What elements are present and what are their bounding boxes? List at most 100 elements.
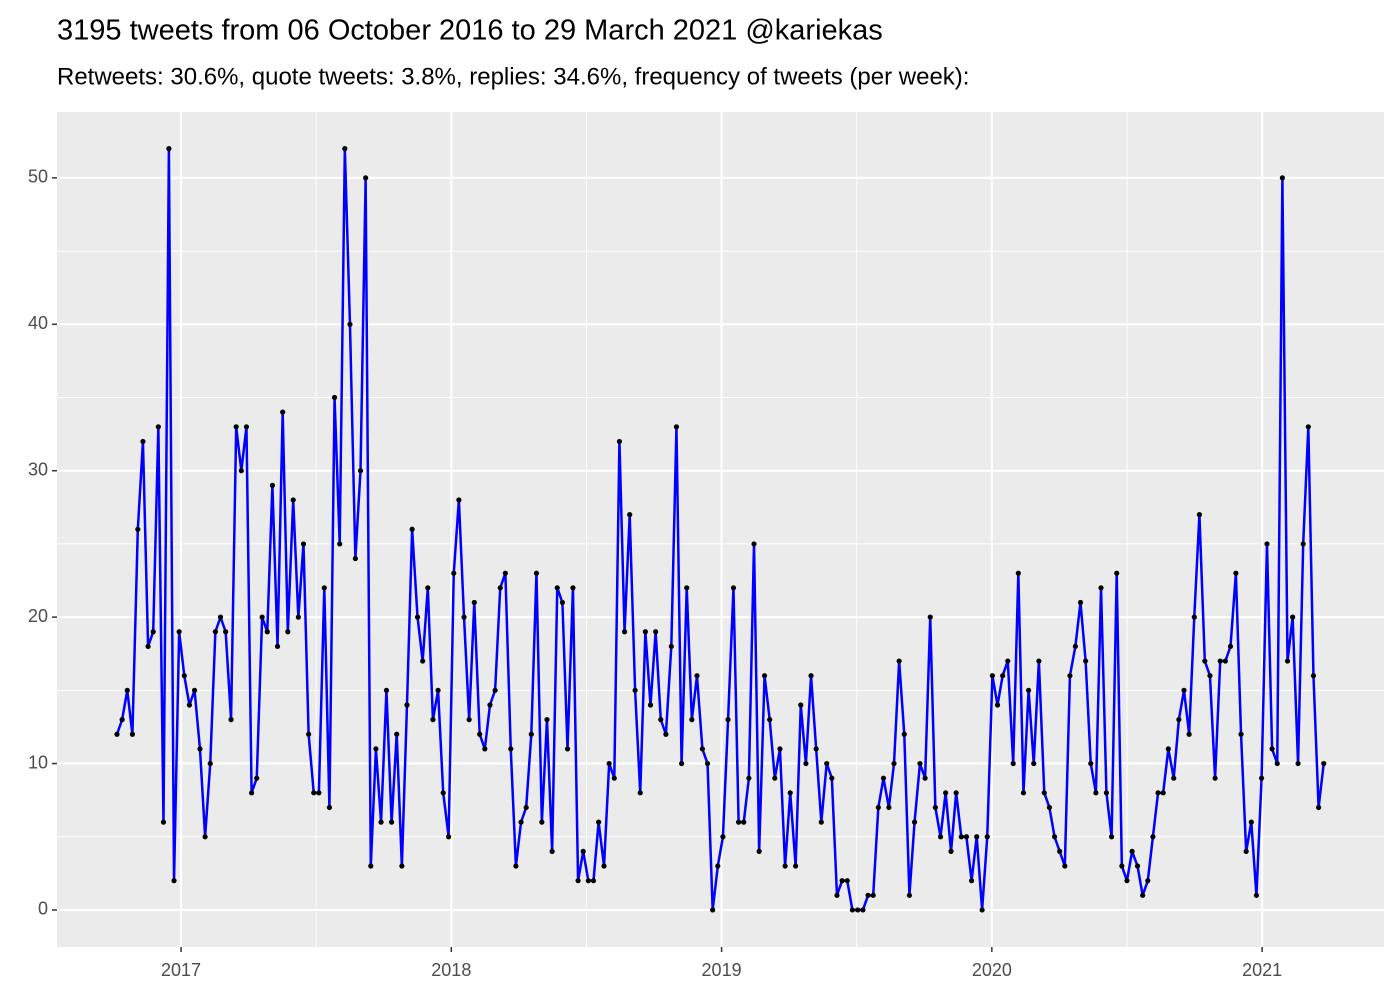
data-point	[865, 892, 871, 898]
data-point	[482, 746, 488, 752]
data-point	[730, 585, 737, 591]
data-point	[668, 643, 674, 650]
data-point	[663, 731, 669, 737]
data-point	[539, 819, 545, 825]
data-point	[508, 746, 514, 752]
data-point	[523, 804, 529, 811]
data-point	[259, 614, 265, 620]
data-point	[347, 321, 353, 327]
data-point	[420, 658, 426, 664]
data-point	[673, 424, 680, 430]
data-point	[1010, 760, 1016, 767]
data-point	[1295, 760, 1301, 767]
data-point	[767, 717, 773, 723]
data-point	[373, 746, 379, 752]
data-point	[1108, 834, 1115, 840]
x-tick-label: 2017	[161, 960, 201, 980]
data-point	[963, 834, 970, 840]
data-point	[1181, 687, 1187, 693]
data-point	[217, 614, 224, 620]
data-point	[896, 658, 902, 664]
data-point	[1191, 614, 1197, 620]
data-point	[844, 878, 850, 884]
data-point	[1264, 541, 1270, 547]
data-point	[653, 629, 659, 635]
data-point	[911, 819, 918, 825]
data-point	[1062, 863, 1068, 869]
data-point	[585, 878, 591, 884]
data-point	[191, 687, 198, 693]
data-point	[337, 541, 343, 547]
data-point	[720, 834, 726, 840]
data-point	[394, 731, 400, 737]
data-point	[917, 760, 923, 767]
data-point	[1083, 658, 1089, 664]
data-point	[570, 585, 576, 591]
data-point	[606, 760, 612, 767]
data-point	[487, 702, 493, 708]
data-point	[658, 717, 664, 723]
data-point	[684, 585, 690, 591]
data-point	[425, 585, 431, 591]
data-point	[704, 760, 711, 767]
data-point	[1067, 673, 1073, 679]
data-point	[1212, 775, 1218, 781]
data-point	[1217, 658, 1223, 664]
data-point	[886, 804, 892, 811]
data-point	[155, 424, 161, 430]
data-point	[642, 629, 648, 635]
data-point	[1310, 673, 1317, 679]
data-point	[1046, 804, 1053, 811]
data-point	[678, 760, 685, 767]
data-point	[559, 599, 565, 606]
data-point	[285, 629, 291, 635]
data-point	[274, 643, 281, 650]
data-point	[435, 687, 441, 693]
data-point	[855, 907, 861, 913]
data-point	[342, 146, 348, 152]
data-point	[326, 804, 333, 811]
chart-subtitle: Retweets: 30.6%, quote tweets: 3.8%, rep…	[57, 63, 969, 90]
data-point	[1305, 424, 1311, 430]
data-point	[751, 541, 757, 547]
data-point	[171, 878, 177, 884]
data-point	[129, 731, 136, 737]
data-point	[140, 438, 146, 445]
data-point	[906, 892, 913, 898]
y-tick-label: 30	[28, 459, 48, 479]
y-tick-label: 10	[28, 752, 48, 772]
x-tick-label: 2018	[431, 960, 471, 980]
data-point	[1036, 658, 1042, 664]
data-point	[145, 643, 151, 650]
data-point	[1315, 804, 1322, 811]
data-point	[994, 702, 1001, 708]
data-point	[533, 570, 540, 576]
y-tick-label: 50	[28, 167, 48, 187]
plot-background	[57, 112, 1384, 947]
data-point	[1269, 746, 1275, 752]
data-point	[295, 614, 301, 620]
data-point	[544, 717, 550, 723]
data-point	[699, 746, 705, 752]
y-tick-label: 0	[38, 899, 48, 919]
data-point	[575, 878, 581, 884]
data-point	[440, 790, 446, 796]
data-point	[596, 819, 602, 825]
data-point	[1321, 760, 1327, 767]
data-point	[1253, 892, 1260, 898]
data-point	[461, 614, 467, 620]
data-point	[860, 907, 866, 913]
data-point	[502, 570, 508, 576]
data-point	[1103, 790, 1110, 796]
data-point	[974, 834, 980, 840]
data-point	[736, 819, 742, 825]
data-point	[492, 687, 498, 693]
data-point	[176, 629, 182, 635]
data-point	[1134, 863, 1141, 869]
data-point	[166, 146, 172, 152]
data-point	[1290, 614, 1296, 620]
data-point	[1145, 878, 1151, 884]
data-point	[875, 804, 881, 811]
data-point	[1258, 775, 1265, 781]
